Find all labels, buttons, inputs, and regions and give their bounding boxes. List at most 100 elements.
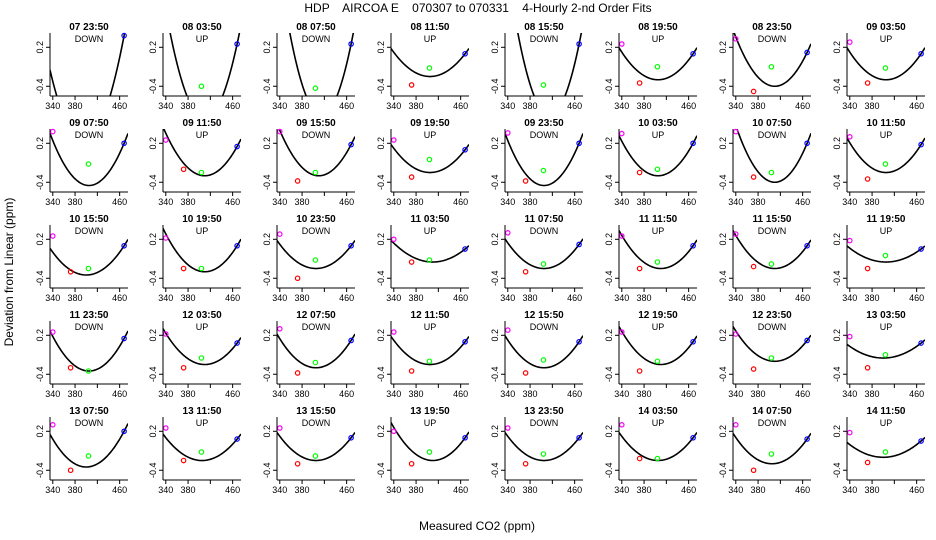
panel-direction-label: UP [424,322,437,332]
high-standard-point [121,32,127,39]
mid-low-standard-point [636,80,643,86]
x-tick-label: 460 [681,101,696,111]
high-standard-point [690,140,696,147]
x-tick-label: 340 [728,389,743,399]
mid-high-standard-point [540,451,547,457]
low-standard-point [276,325,283,332]
x-tick-label: 380 [523,293,538,303]
mid-low-standard-point [180,457,187,464]
x-tick-label: 380 [295,197,310,207]
high-standard-point [690,242,696,249]
fit-curve [50,33,126,96]
x-tick-label: 460 [795,485,810,495]
panel-title: 09 07:50 [69,118,109,129]
high-standard-point [804,242,810,249]
fit-curve [619,135,697,177]
mid-high-standard-point [426,156,433,163]
x-tick-label: 340 [728,485,743,495]
x-tick-label: 340 [272,389,287,399]
y-axis-label: Deviation from Linear (ppm) [2,198,16,347]
panel-title: 11 03:50 [411,214,450,225]
panel-title: 11 23:50 [70,310,109,321]
high-standard-point [234,41,240,47]
fit-curve [163,227,241,273]
mid-high-standard-point [426,358,433,365]
mid-high-standard-point [882,65,889,71]
mid-low-standard-point [636,455,643,462]
low-standard-point [846,333,853,340]
panel-direction-label: UP [652,130,665,140]
mid-high-standard-point [312,359,319,366]
y-tick-label: 0.2 [35,425,45,438]
mid-low-standard-point [180,265,187,272]
mid-low-standard-point [864,176,871,182]
panel-title: 10 07:50 [752,118,792,129]
x-tick-label: 340 [272,197,287,207]
x-tick-label: 380 [409,485,424,495]
x-tick-label: 380 [865,389,880,399]
x-tick-label: 460 [681,389,696,399]
panel-title: 13 11:50 [183,406,222,417]
panel-direction-label: UP [652,322,665,332]
mid-high-standard-point [540,82,547,88]
mid-high-standard-point [882,161,889,167]
panel-title: 12 07:50 [296,310,336,321]
panel-direction-label: DOWN [758,226,787,236]
x-tick-label: 340 [614,197,629,207]
panel-title: 10 15:50 [69,214,109,225]
x-tick-label: 340 [386,101,401,111]
x-tick-label: 460 [225,389,240,399]
y-tick-label: 0.2 [35,233,45,246]
y-tick-label: -0.4 [35,366,45,382]
y-tick-label: 0.2 [376,425,386,438]
y-tick-label: -0.4 [262,270,272,286]
x-tick-label: 340 [158,101,173,111]
panel-title: 07 23:50 [69,22,109,33]
mid-high-standard-point [312,257,319,263]
high-standard-point [690,50,696,57]
mid-low-standard-point [522,268,529,275]
x-tick-label: 340 [45,389,60,399]
panel-direction-label: DOWN [530,34,559,44]
y-tick-label: -0.4 [718,270,728,286]
high-standard-point [576,241,582,248]
high-standard-point [462,338,468,345]
y-tick-label: 0.2 [35,41,45,54]
x-tick-label: 380 [637,197,652,207]
x-tick-label: 340 [500,293,515,303]
fit-curve [163,433,241,462]
y-tick-label: 0.2 [490,41,500,54]
high-standard-point [121,335,127,342]
fit-curve [847,137,925,174]
mid-high-standard-point [426,257,433,263]
high-standard-point [234,340,240,346]
panel-title: 08 15:50 [524,22,564,33]
x-tick-label: 340 [728,101,743,111]
low-standard-point [276,231,283,237]
y-tick-label: 0.2 [148,137,158,150]
panel-direction-label: DOWN [75,418,104,428]
x-tick-label: 460 [681,293,696,303]
high-standard-point [348,41,354,47]
panel-title: 10 11:50 [867,118,906,129]
x-tick-label: 340 [45,293,60,303]
low-standard-point [390,137,397,143]
mid-high-standard-point [654,166,661,173]
fit-curve [277,239,355,270]
mid-high-standard-point [540,357,547,363]
panel-direction-label: DOWN [530,226,559,236]
chart-title: HDP AIRCOA E 070307 to 070331 4-Hourly 2… [304,1,651,15]
panel-title: 08 03:50 [182,22,222,33]
x-tick-label: 460 [909,485,924,495]
mid-high-standard-point [312,169,319,176]
